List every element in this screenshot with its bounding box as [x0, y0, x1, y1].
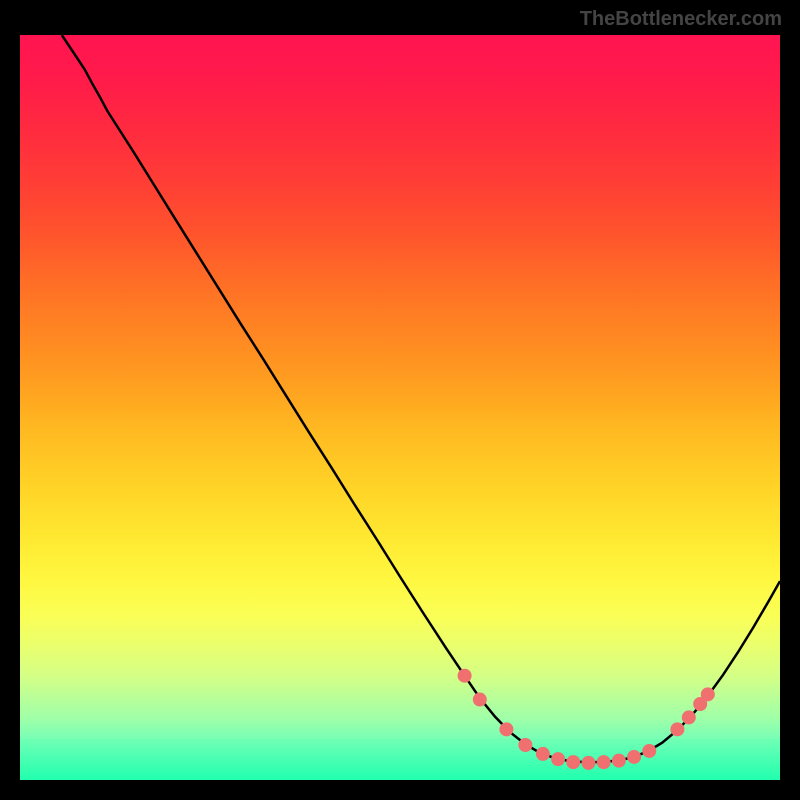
watermark-text: TheBottlenecker.com	[580, 8, 782, 31]
chart-green-band	[20, 739, 780, 780]
bottleneck-chart	[20, 35, 780, 780]
chart-svg	[20, 35, 780, 780]
chart-background	[20, 35, 780, 780]
